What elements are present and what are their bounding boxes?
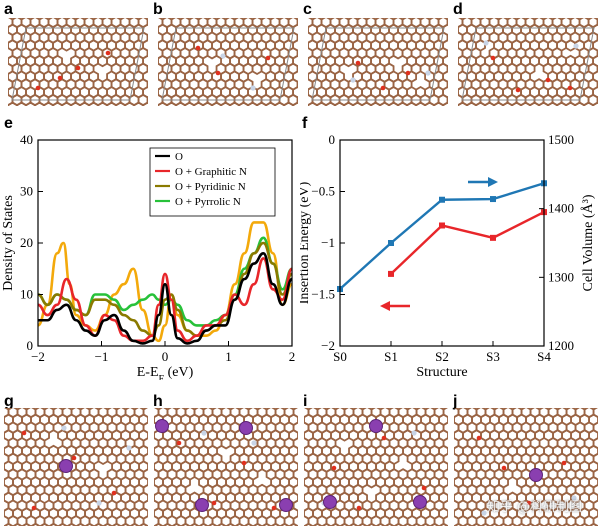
structure-h-lattice <box>154 408 298 526</box>
panel-label-h: h <box>153 393 163 410</box>
panel-label-a: a <box>4 1 13 18</box>
legend-entry-label: O + Graphitic N <box>175 166 247 178</box>
dos-x-tick-label: −1 <box>95 349 109 364</box>
dos-x-tick-label: 1 <box>225 349 232 364</box>
insertion-energy-chart: S0 S1 S2 S3 S4−2−1.5−1−0.501200130014001500 … <box>300 132 596 380</box>
structure-x-tick-label: S1 <box>384 349 398 364</box>
legend-entry-label: O + Pyrrolic N <box>175 196 241 208</box>
legend-entry-label: O + Pyridinic N <box>175 181 246 193</box>
panel-label-j: j <box>453 393 458 410</box>
dos-y-tick-label: 20 <box>20 235 33 250</box>
structure-i-lattice <box>304 408 448 526</box>
watermark-text: 知乎 @科研制图 <box>486 500 582 515</box>
structure-x-tick-label: S4 <box>537 349 551 364</box>
dos-y-tick-label: 30 <box>20 184 33 199</box>
structure-b-lattice <box>158 18 298 106</box>
cell-volume-y-axis-label: Cell Volume (Å³) <box>580 194 596 291</box>
dos-x-tick-label: 0 <box>162 349 169 364</box>
series-point-marker <box>490 234 496 241</box>
dos-x-axis-label: E-EF (eV) <box>137 365 194 380</box>
series-point-marker <box>439 222 445 229</box>
energy-y-tick-label: −2 <box>321 338 335 353</box>
panel-label-c: c <box>303 1 312 18</box>
dos-x-tick-label: 2 <box>289 349 296 364</box>
dos-y-tick-label: 0 <box>27 338 34 353</box>
structure-a-lattice <box>8 18 148 106</box>
dos-y-tick-label: 10 <box>20 287 33 302</box>
insertion-energy-y-axis-label: Insertion Energy (eV) <box>300 181 312 304</box>
dos-series-line-4 <box>37 221 293 343</box>
legend-entry-label: O <box>175 151 183 163</box>
energy-y-tick-label: −0.5 <box>311 184 335 199</box>
series-point-marker <box>388 270 394 277</box>
dos-x-tick-label: −2 <box>31 349 45 364</box>
panel-label-d: d <box>453 1 463 18</box>
series-point-marker <box>388 240 394 246</box>
structure-j-lattice <box>454 408 598 526</box>
dos-series-line-0 <box>38 251 293 345</box>
dos-y-tick-label: 40 <box>20 132 33 147</box>
structure-x-tick-label: S0 <box>333 349 347 364</box>
structure-series-line-0 <box>390 211 545 275</box>
energy-axis-arrow <box>380 301 390 311</box>
structure-x-tick-label: S2 <box>435 349 449 364</box>
energy-y-tick-label: −1.5 <box>311 287 335 302</box>
dos-series-line-2 <box>37 241 293 338</box>
dos-series-line-3 <box>37 236 293 327</box>
series-point-marker <box>439 196 445 203</box>
energy-y-tick-label: 0 <box>329 132 336 147</box>
energy-y-tick-label: −1 <box>321 235 335 250</box>
panel-label-g: g <box>4 393 14 410</box>
volume-y-tick-label: 1400 <box>548 201 574 216</box>
series-point-marker <box>490 196 496 203</box>
dos-y-axis-label: Density of States <box>1 195 16 291</box>
panel-label-f: f <box>302 115 308 132</box>
volume-y-tick-label: 1200 <box>548 338 574 353</box>
volume-y-tick-label: 1300 <box>548 269 574 284</box>
dos-series-line-1 <box>37 257 294 343</box>
panel-label-i: i <box>303 393 308 410</box>
volume-y-tick-label: 1500 <box>548 132 574 147</box>
structure-x-axis-label: Structure <box>416 365 467 380</box>
structure-d-lattice <box>458 18 598 106</box>
structure-c-lattice <box>308 18 448 106</box>
structure-g-lattice <box>4 408 148 526</box>
volume-axis-arrow <box>488 177 498 187</box>
structure-x-tick-label: S3 <box>486 349 500 364</box>
panel-label-e: e <box>4 115 13 132</box>
panel-label-b: b <box>153 1 163 18</box>
